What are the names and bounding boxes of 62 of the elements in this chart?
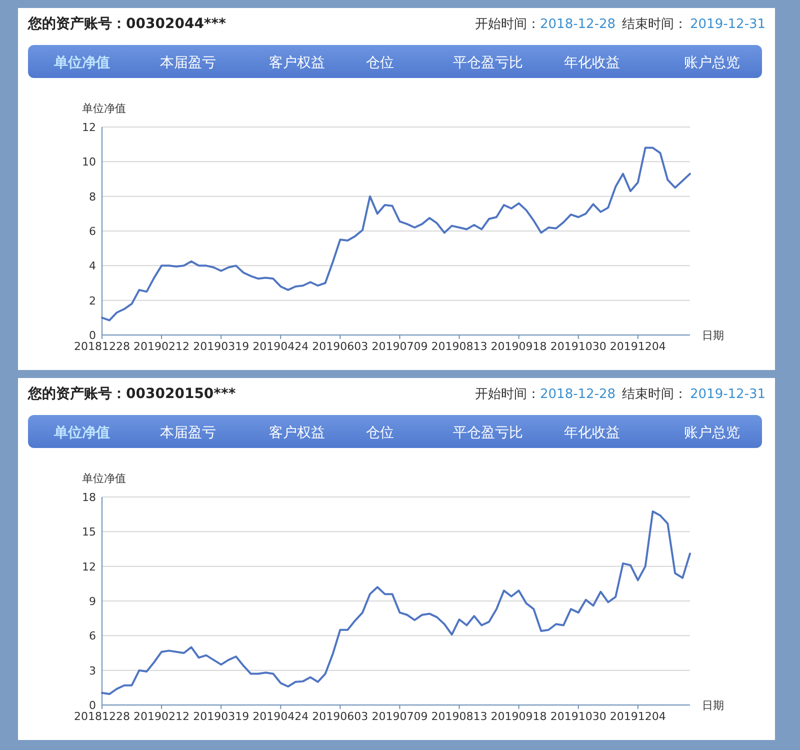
text: 2019-12-31	[690, 387, 766, 402]
x-tick-label: 20190603	[312, 710, 368, 723]
y-tick-label: 10	[82, 156, 96, 169]
chart-title: 您的资产账号：003020150***	[27, 385, 236, 402]
y-tick-label: 4	[89, 260, 96, 273]
text: 结束时间：	[622, 387, 687, 402]
x-tick-label: 20190709	[372, 710, 428, 723]
text: 单位净值	[53, 55, 110, 71]
y-tick-label: 12	[82, 121, 96, 134]
x-tick-label: 20190813	[431, 340, 488, 353]
x-tick-label: 20190424	[252, 340, 309, 353]
x-tick-label: 20190212	[134, 710, 190, 723]
x-tick-label: 20181228	[74, 340, 130, 353]
text: 平仓盈亏比	[453, 55, 523, 71]
text: 2018-12-28	[540, 387, 616, 402]
text: 账户总览	[684, 55, 740, 71]
x-tick-label: 20191030	[550, 710, 606, 723]
x-tick-label: 20190603	[312, 340, 368, 353]
text: 客户权益	[269, 425, 325, 441]
chart-title: 您的资产账号：00302044***	[27, 15, 227, 32]
x-tick-label: 20190918	[490, 710, 547, 723]
text: 仓位	[366, 55, 394, 71]
x-tick-label: 20191204	[610, 340, 666, 353]
x-tick-label: 20190212	[134, 340, 190, 353]
x-tick-label: 20190319	[193, 710, 250, 723]
x-tick-label: 20191204	[610, 710, 666, 723]
x-tick-label: 20190424	[252, 710, 309, 723]
x-axis-title: 日期	[702, 699, 724, 712]
text: 单位净值	[53, 425, 110, 441]
x-tick-label: 20190813	[431, 710, 488, 723]
text: 本届盈亏	[160, 55, 216, 71]
y-tick-label: 12	[82, 560, 96, 574]
y-tick-label: 0	[89, 699, 96, 712]
y-tick-label: 6	[89, 225, 96, 238]
text: 结束时间：	[622, 17, 687, 32]
text: 开始时间：	[475, 387, 540, 402]
x-axis-title: 日期	[702, 329, 724, 342]
y-axis-title: 单位净值	[82, 102, 126, 115]
text: 年化收益	[564, 55, 620, 71]
y-tick-label: 0	[89, 329, 96, 342]
x-tick-label: 20190918	[490, 340, 547, 353]
x-tick-label: 20191030	[550, 340, 606, 353]
text: 平仓盈亏比	[453, 425, 523, 441]
x-tick-label: 20190319	[193, 340, 250, 353]
y-tick-label: 2	[89, 294, 96, 308]
text: 年化收益	[564, 425, 620, 441]
x-tick-label: 20190709	[372, 340, 428, 353]
text: 本届盈亏	[160, 425, 216, 441]
y-tick-label: 18	[82, 491, 96, 504]
x-tick-label: 20181228	[74, 710, 130, 723]
text: 仓位	[366, 425, 394, 441]
text: 2018-12-28	[540, 17, 616, 32]
y-tick-label: 9	[89, 595, 96, 608]
text: 账户总览	[684, 425, 740, 441]
y-tick-label: 3	[89, 664, 96, 678]
text: 2019-12-31	[690, 17, 766, 32]
y-tick-label: 6	[89, 630, 96, 643]
text: 开始时间：	[475, 17, 540, 32]
y-tick-label: 8	[89, 190, 96, 204]
y-tick-label: 15	[82, 526, 96, 539]
text: 客户权益	[269, 55, 325, 71]
y-axis-title: 单位净值	[82, 472, 126, 485]
